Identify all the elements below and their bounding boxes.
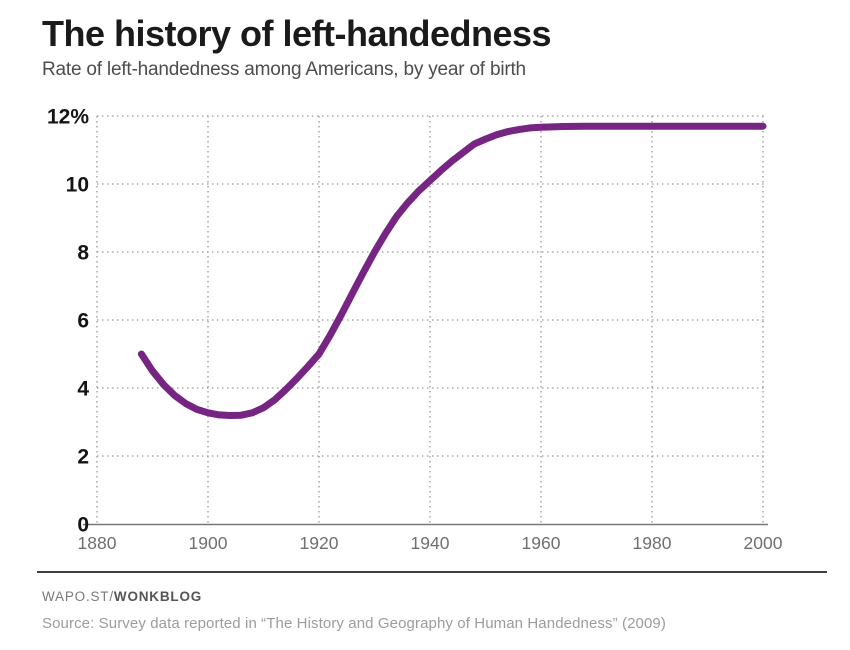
y-tick-label: 10 — [66, 174, 89, 197]
branding-prefix: WAPO.ST/ — [42, 589, 114, 604]
x-tick-label: 1960 — [522, 533, 561, 553]
x-tick-labels: 1880 1900 1920 1940 1960 1980 2000 — [78, 533, 783, 553]
line-series — [137, 122, 767, 419]
page-subtitle: Rate of left-handedness among Americans,… — [42, 59, 526, 80]
branding-name: WONKBLOG — [113, 589, 203, 604]
source-note: Source: Survey data reported in “The His… — [42, 615, 666, 632]
y-tick-label: 8 — [77, 242, 89, 265]
y-tick-label: 4 — [77, 378, 89, 401]
x-tick-label: 2000 — [744, 533, 783, 553]
y-tick-label: 0 — [77, 514, 89, 537]
gridlines — [96, 115, 766, 524]
x-tick-label: 1880 — [78, 533, 117, 553]
x-tick-label: 1920 — [300, 533, 339, 553]
y-tick-labels: 0 2 4 6 8 10 12% — [47, 106, 89, 537]
y-tick-label: 6 — [77, 310, 89, 333]
y-tick-label: 12% — [47, 106, 89, 129]
x-tick-label: 1900 — [189, 533, 228, 553]
y-tick-label: 2 — [77, 446, 89, 469]
footer-branding: WAPO.ST/WONKBLOG — [42, 589, 202, 604]
x-tick-label: 1980 — [633, 533, 672, 553]
x-tick-label: 1940 — [411, 533, 450, 553]
footer-divider — [37, 571, 827, 573]
page-title: The history of left-handedness — [42, 13, 552, 54]
